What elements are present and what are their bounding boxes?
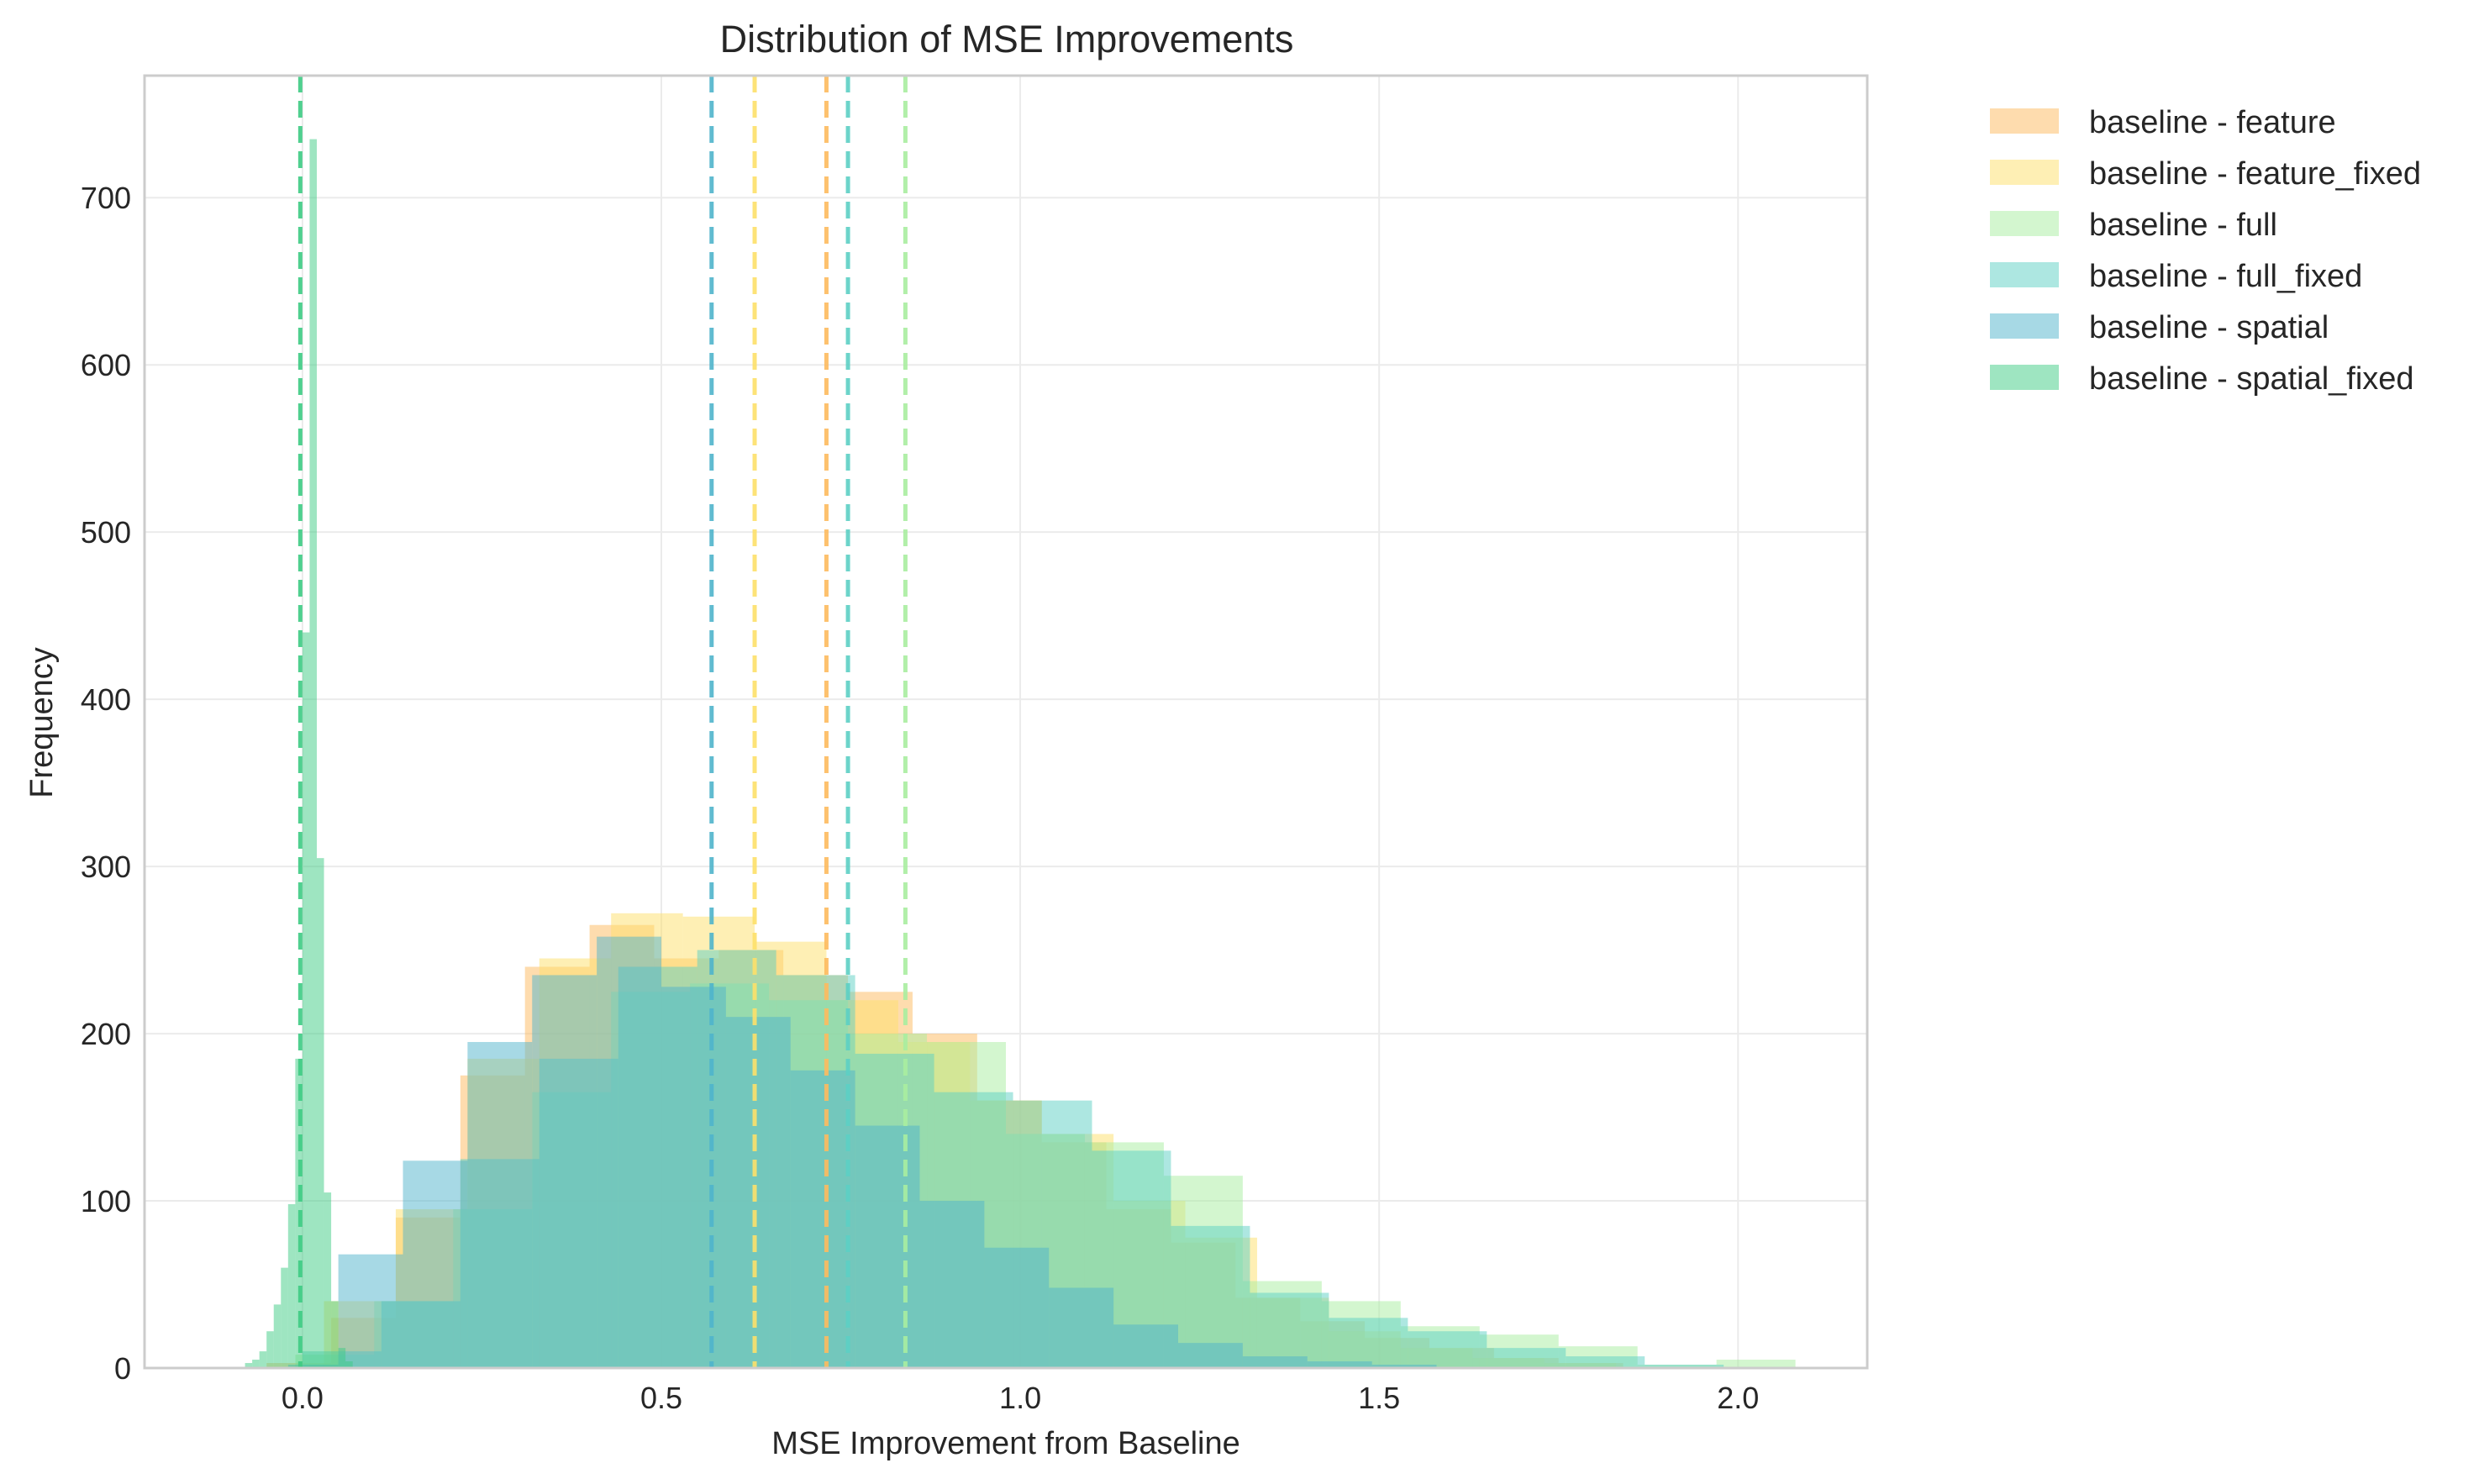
legend-swatch xyxy=(1990,211,2059,236)
histogram-bar xyxy=(403,1160,468,1368)
y-tick-label: 100 xyxy=(81,1184,131,1218)
legend-swatch xyxy=(1990,160,2059,185)
histogram-bar xyxy=(919,1201,985,1368)
legend: baseline - feature baseline - feature_fix… xyxy=(1990,105,2421,397)
legend-label: baseline - spatial_fixed xyxy=(2089,361,2414,397)
plot-frame xyxy=(143,74,1869,1370)
x-tick-label: 1.0 xyxy=(999,1381,1041,1415)
histogram-bar xyxy=(1242,1356,1308,1368)
y-tick-label: 500 xyxy=(81,515,131,550)
histogram-bar xyxy=(1566,1356,1645,1368)
histogram-bar xyxy=(597,936,661,1368)
histogram-bar xyxy=(281,1267,288,1368)
histogram-bar xyxy=(725,1017,791,1368)
histogram-bar xyxy=(259,1351,267,1368)
histogram-bar xyxy=(1716,1360,1796,1368)
histogram-bar xyxy=(331,1301,339,1368)
histogram-bar xyxy=(1049,1287,1114,1368)
legend-swatch xyxy=(1990,262,2059,287)
histogram-bar xyxy=(287,1204,296,1368)
histogram-bar xyxy=(790,1070,855,1368)
histogram-bar xyxy=(317,858,324,1368)
legend-label: baseline - feature_fixed xyxy=(2089,156,2421,192)
y-tick-label: 200 xyxy=(81,1017,131,1051)
histogram-bars xyxy=(245,139,1796,1369)
y-axis-label: Frequency xyxy=(24,647,60,798)
histogram-bar xyxy=(984,1247,1050,1368)
y-tick-label: 700 xyxy=(81,181,131,215)
legend-label: baseline - full_fixed xyxy=(2089,259,2362,294)
chart-title: Distribution of MSE Improvements xyxy=(720,18,1294,61)
y-tick-label: 400 xyxy=(81,682,131,717)
grid-lines xyxy=(145,76,1867,1369)
histogram-bar xyxy=(661,987,726,1368)
y-tick-label: 600 xyxy=(81,348,131,382)
legend-label: baseline - spatial xyxy=(2089,310,2329,345)
histogram-bar xyxy=(324,1192,332,1368)
x-tick-label: 1.5 xyxy=(1358,1381,1400,1415)
histogram-bar xyxy=(338,1348,346,1368)
histogram-bar xyxy=(1250,1292,1329,1368)
legend-label: baseline - full xyxy=(2089,208,2277,243)
x-tick-label: 2.0 xyxy=(1717,1381,1759,1415)
legend-swatch xyxy=(1990,365,2059,390)
histogram-bar xyxy=(273,1304,282,1368)
histogram-bar xyxy=(1371,1365,1437,1368)
legend-swatch xyxy=(1990,313,2059,339)
histogram-bar xyxy=(309,139,317,1369)
histogram-bar xyxy=(1113,1324,1178,1368)
histogram-bar xyxy=(467,1042,533,1368)
histogram-bar xyxy=(1178,1343,1243,1368)
y-tick-label: 0 xyxy=(114,1351,131,1386)
histogram-bar xyxy=(345,1361,353,1368)
x-tick-label: 0.0 xyxy=(282,1381,324,1415)
mean-lines xyxy=(297,76,908,1368)
histogram-bar xyxy=(302,632,310,1368)
y-tick-label: 300 xyxy=(81,850,131,884)
x-axis-ticks: 0.0 0.5 1.0 1.5 2.0 xyxy=(282,1381,1759,1415)
histogram-bar xyxy=(338,1254,403,1368)
histogram-bar xyxy=(1645,1365,1724,1368)
histogram-bar xyxy=(532,975,597,1368)
histogram-bar xyxy=(245,1363,253,1368)
histogram-bar xyxy=(1307,1361,1372,1368)
histogram-bar xyxy=(855,1125,920,1368)
legend-swatch xyxy=(1990,108,2059,134)
series-baseline-spatial xyxy=(287,936,1437,1368)
legend-label: baseline - feature xyxy=(2089,105,2336,140)
histogram-bar xyxy=(266,1331,274,1368)
histogram-bar xyxy=(252,1360,260,1368)
x-axis-label: MSE Improvement from Baseline xyxy=(771,1426,1240,1461)
y-axis-ticks: 0 100 200 300 400 500 600 700 xyxy=(81,181,131,1386)
histogram-bar xyxy=(1487,1348,1566,1368)
histogram-bar xyxy=(1329,1318,1408,1368)
x-tick-label: 0.5 xyxy=(640,1381,682,1415)
histogram-bar xyxy=(1408,1331,1487,1368)
